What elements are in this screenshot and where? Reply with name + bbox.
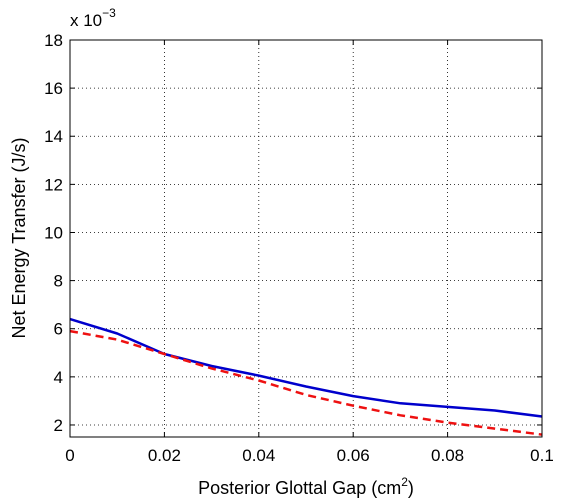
ticks: [69, 39, 543, 437]
x-tick-label: 0.02: [148, 446, 181, 465]
y-multiplier-exponent: −3: [102, 6, 116, 20]
y-multiplier-label: x 10−3: [70, 6, 116, 30]
y-tick-label: 10: [44, 223, 63, 242]
x-axis-label-text: Posterior Glottal Gap (cm: [198, 478, 401, 498]
x-tick-label: 0.06: [337, 446, 370, 465]
plot-area-frame: [69, 39, 543, 438]
solid-blue-series-line: [69, 317, 543, 418]
x-tick-label: 0.1: [530, 446, 554, 465]
y-tick-label: 16: [44, 79, 63, 98]
grid: [70, 40, 542, 437]
y-tick-label: 12: [44, 175, 63, 194]
y-tick-label: 8: [54, 272, 63, 291]
x-axis-label: Posterior Glottal Gap (cm2): [198, 475, 414, 498]
x-tick-label: 0.08: [431, 446, 464, 465]
x-tick-label: 0.04: [242, 446, 275, 465]
y-tick-label: 14: [44, 127, 63, 146]
y-axis-label: Net Energy Transfer (J/s): [9, 137, 29, 338]
y-multiplier-base: x 10: [70, 11, 102, 30]
y-tick-label: 4: [54, 368, 63, 387]
x-axis-label-superscript: 2: [401, 475, 408, 489]
x-tick-label: 0: [65, 446, 74, 465]
y-tick-label: 6: [54, 320, 63, 339]
y-tick-labels: 2 4 6 8 10 12 14 16 18: [44, 31, 63, 435]
dashed-red-series-line: [69, 329, 543, 436]
series-group: [69, 317, 543, 436]
y-tick-label: 2: [54, 416, 63, 435]
x-tick-labels: 0 0.02 0.04 0.06 0.08 0.1: [65, 446, 554, 465]
x-axis-label-end: ): [408, 478, 414, 498]
y-tick-label: 18: [44, 31, 63, 50]
